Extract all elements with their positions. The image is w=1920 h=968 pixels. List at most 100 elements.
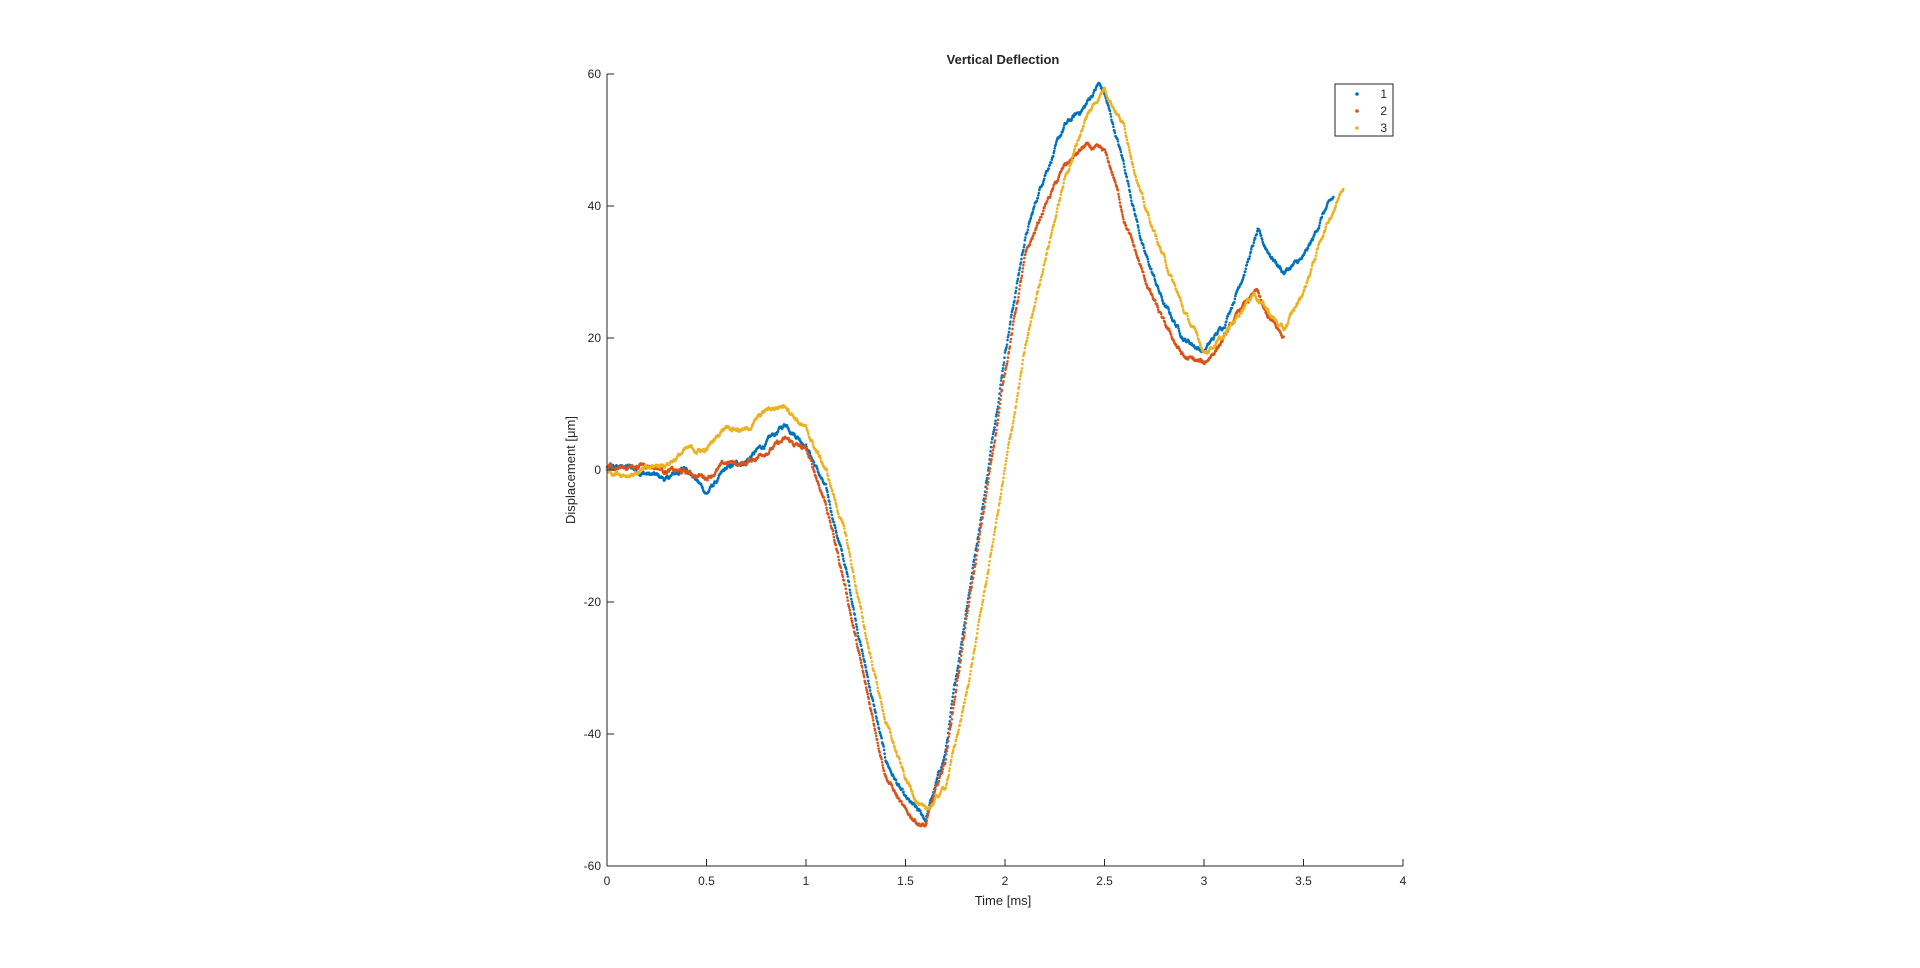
series-3-point bbox=[1023, 346, 1027, 350]
series-2-point bbox=[986, 480, 990, 484]
series-1-point bbox=[1212, 336, 1216, 339]
series-3-point bbox=[1292, 309, 1296, 312]
series-3-point bbox=[950, 755, 954, 758]
series-1-point bbox=[1007, 333, 1010, 337]
series-3-point bbox=[1186, 314, 1189, 318]
series-2-point bbox=[866, 692, 869, 696]
series-3-point bbox=[910, 789, 914, 793]
series-3-point bbox=[1003, 469, 1006, 472]
series-2-point bbox=[861, 671, 865, 674]
series-3-point bbox=[831, 489, 834, 493]
series-2-point bbox=[1009, 337, 1013, 341]
series-3-point bbox=[863, 627, 866, 631]
series-3-point bbox=[851, 570, 855, 574]
series-2-point bbox=[1014, 310, 1017, 314]
series-2-point bbox=[998, 406, 1001, 410]
series-3-point bbox=[832, 494, 836, 497]
series-1-point bbox=[1132, 204, 1135, 208]
y-tick-label: 0 bbox=[594, 463, 601, 477]
series-2-point bbox=[1051, 188, 1055, 191]
series-3-point bbox=[883, 717, 886, 721]
series-2-point bbox=[852, 626, 856, 630]
series-1-point bbox=[867, 682, 870, 685]
series-1-point bbox=[1173, 320, 1176, 324]
series-2-point bbox=[997, 411, 1001, 414]
series-2-point bbox=[1033, 231, 1037, 235]
series-1-point bbox=[984, 481, 988, 484]
series-2-point bbox=[1123, 221, 1127, 224]
series-1-point bbox=[842, 557, 845, 561]
series-3-point bbox=[869, 656, 873, 660]
series-1-point bbox=[1011, 306, 1015, 310]
series-3-point bbox=[1173, 284, 1177, 287]
series-3-point bbox=[1077, 138, 1080, 141]
series-2-point bbox=[962, 634, 966, 638]
series-1-point bbox=[1126, 180, 1130, 183]
series-3-point bbox=[964, 692, 968, 696]
series-3-point bbox=[877, 692, 881, 695]
series-3-point bbox=[1062, 181, 1065, 185]
series-2-point bbox=[1120, 208, 1123, 211]
series-1-point bbox=[1013, 299, 1016, 303]
series-2-point bbox=[1008, 347, 1011, 350]
series-1-point bbox=[1116, 139, 1120, 143]
series-3-point bbox=[976, 627, 979, 631]
series-1-point bbox=[902, 790, 905, 794]
series-2-point bbox=[944, 758, 948, 761]
series-2-point bbox=[1018, 284, 1022, 287]
series-1-point bbox=[1332, 195, 1335, 199]
series-1-point bbox=[865, 671, 868, 674]
series-1-point bbox=[1110, 118, 1113, 122]
series-2-point bbox=[1022, 263, 1025, 267]
series-3-point bbox=[1287, 316, 1291, 320]
series-2-point bbox=[825, 506, 828, 510]
series-2-point bbox=[817, 484, 821, 487]
series-2-point bbox=[874, 732, 877, 735]
series-2-point bbox=[963, 626, 967, 629]
series-2-point bbox=[997, 414, 1000, 417]
series-3-point bbox=[826, 472, 829, 475]
series-1-point bbox=[1024, 236, 1027, 239]
series-3-point bbox=[1029, 323, 1032, 326]
series-1-point bbox=[1153, 279, 1157, 283]
series-3-point bbox=[1200, 346, 1203, 350]
series-1-point bbox=[1124, 172, 1128, 176]
series-3-point bbox=[1268, 313, 1272, 316]
series-2-point bbox=[1257, 292, 1261, 295]
series-1-point bbox=[990, 441, 993, 444]
series-3-point bbox=[1228, 327, 1231, 331]
series-2-point bbox=[977, 537, 981, 540]
series-3-point bbox=[1001, 482, 1004, 486]
series-1-point bbox=[826, 493, 830, 497]
series-1-point bbox=[1003, 351, 1007, 354]
series-2-point bbox=[1156, 306, 1160, 309]
series-3-point bbox=[1134, 175, 1138, 179]
series-1-point bbox=[856, 634, 860, 638]
series-3-point bbox=[835, 503, 838, 507]
series-3-point bbox=[1165, 267, 1169, 270]
series-2-point bbox=[1018, 288, 1021, 291]
series-1-point bbox=[1111, 122, 1115, 126]
series-1-point bbox=[1274, 261, 1278, 264]
series-1-point bbox=[762, 447, 766, 450]
series-3-point bbox=[1011, 425, 1014, 429]
series-1-point bbox=[866, 675, 869, 679]
series-3-point bbox=[984, 582, 988, 586]
series-1-point bbox=[1119, 150, 1123, 154]
series-3-point bbox=[1127, 146, 1131, 149]
series-3-point bbox=[995, 517, 998, 521]
series-2-point bbox=[990, 458, 993, 461]
series-2-point bbox=[1215, 347, 1219, 351]
series-3-point bbox=[1054, 213, 1058, 217]
series-3-point bbox=[1101, 91, 1104, 94]
series-3-point bbox=[970, 661, 974, 665]
series-3-point bbox=[1327, 219, 1331, 223]
series-2-point bbox=[994, 432, 998, 435]
series-3-point bbox=[968, 677, 971, 680]
series-1-point bbox=[846, 575, 850, 578]
series-1-point bbox=[943, 755, 946, 759]
series-3-point bbox=[890, 737, 893, 740]
series-2-point bbox=[1037, 221, 1041, 224]
series-3-point bbox=[1059, 193, 1063, 196]
series-3-point bbox=[980, 606, 983, 610]
